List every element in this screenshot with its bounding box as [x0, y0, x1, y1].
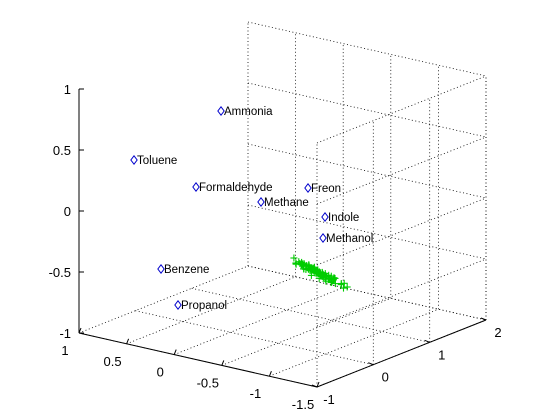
point-marker [192, 181, 200, 193]
point-label: Formaldehyde [199, 182, 273, 194]
cluster-point [292, 260, 300, 268]
cluster-point [327, 274, 335, 282]
grid-line [269, 308, 439, 377]
point-label: Freon [311, 183, 341, 195]
grid-line [316, 258, 487, 327]
grid-line [247, 82, 487, 138]
x-tick-label: 0 [157, 365, 164, 380]
grid-line [316, 75, 487, 144]
cluster-point [319, 270, 327, 278]
cluster-point [322, 275, 329, 283]
x-tick-label: 0.5 [104, 354, 122, 369]
grid-line [247, 143, 487, 199]
point-marker [257, 196, 265, 208]
cluster-layer [290, 254, 351, 292]
y-axis-line [316, 319, 487, 388]
cluster-point [302, 262, 310, 270]
y-tick-mark [424, 339, 430, 343]
tick-label-layer: -1 -0.5 0 0.5 1 1 0.5 0 -0.5 -1 -1.5 -1 0 1 2 [49, 82, 502, 412]
grid-line [174, 287, 344, 355]
point-label: Benzene [164, 264, 209, 276]
y-tick-mark [480, 317, 487, 321]
x-tick-label: 1 [61, 343, 68, 358]
cluster-point [308, 265, 316, 273]
x-tick-label: -0.5 [197, 375, 219, 390]
point-marker [321, 211, 329, 223]
x-tick-label: -1.5 [292, 397, 314, 412]
cluster-point [331, 280, 339, 288]
z-tick-label: 1 [64, 82, 71, 97]
point-label: Methanol [326, 233, 373, 245]
x-tick-mark [268, 371, 272, 377]
y-tick-label: 0 [382, 370, 389, 385]
grid-line [247, 204, 487, 260]
point-label: Methane [264, 197, 309, 209]
y-tick-mark [368, 362, 374, 366]
cluster-point [343, 283, 351, 291]
grid-line [78, 265, 249, 334]
y-tick-label: -1 [323, 392, 335, 407]
point-label: Ammonia [224, 106, 273, 118]
z-tick-label: -1 [59, 326, 71, 341]
grid-line [247, 21, 487, 77]
point-label: Toluene [137, 155, 177, 167]
grid-line [316, 197, 487, 266]
axis-layer [78, 89, 487, 388]
point-marker [217, 105, 225, 117]
point-marker [304, 182, 312, 194]
grid-line [247, 265, 487, 321]
cluster-point [307, 271, 315, 279]
x-tick-mark [173, 349, 177, 355]
x-tick-mark [316, 381, 320, 388]
grid-line [221, 298, 391, 366]
point-marker [130, 154, 138, 166]
cluster-point [328, 278, 336, 286]
grid-line [191, 287, 430, 343]
y-tick-mark [311, 384, 318, 388]
point-label: Propanol [181, 300, 227, 312]
x-tick-mark [221, 360, 225, 366]
cluster-point [313, 269, 321, 277]
y-tick-label: 1 [438, 347, 445, 362]
grid-line [316, 136, 487, 205]
cluster-point [337, 281, 345, 289]
point-marker [174, 299, 182, 311]
z-tick-label: 0 [64, 204, 71, 219]
grid-line [126, 276, 296, 345]
point-marker [319, 232, 327, 244]
x-tick-label: -1 [250, 386, 262, 401]
cluster-point [290, 254, 298, 262]
z-tick-label: -0.5 [49, 265, 71, 280]
z-tick-label: 0.5 [53, 143, 71, 158]
x-axis-line [78, 332, 318, 388]
point-marker [157, 263, 165, 275]
point-label: Indole [328, 212, 359, 224]
x-tick-mark [126, 338, 130, 344]
grid-line [135, 310, 374, 366]
cluster-point [340, 279, 348, 287]
x-tick-mark [78, 327, 82, 334]
y-tick-label: 2 [494, 325, 501, 340]
